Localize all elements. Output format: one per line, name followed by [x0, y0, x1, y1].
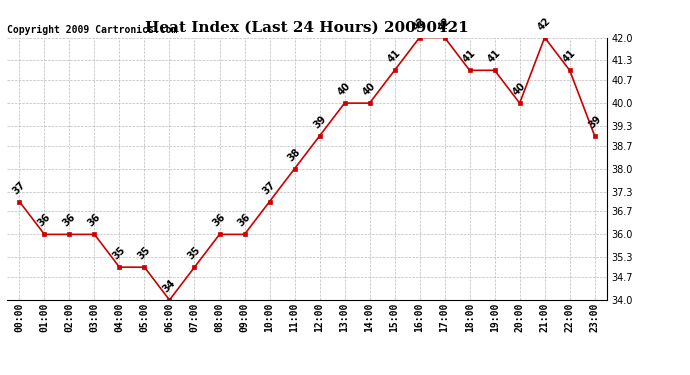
- Text: 36: 36: [61, 212, 78, 229]
- Text: 42: 42: [411, 15, 428, 32]
- Text: 35: 35: [136, 245, 152, 262]
- Text: 35: 35: [186, 245, 203, 262]
- Text: 41: 41: [462, 48, 478, 65]
- Text: 42: 42: [536, 15, 553, 32]
- Title: Heat Index (Last 24 Hours) 20090421: Heat Index (Last 24 Hours) 20090421: [145, 21, 469, 35]
- Text: 38: 38: [286, 147, 303, 163]
- Text: 39: 39: [586, 114, 603, 130]
- Text: 36: 36: [86, 212, 103, 229]
- Text: 41: 41: [386, 48, 403, 65]
- Text: 36: 36: [211, 212, 228, 229]
- Text: 41: 41: [486, 48, 503, 65]
- Text: 42: 42: [436, 15, 453, 32]
- Text: 37: 37: [262, 179, 278, 196]
- Text: 36: 36: [36, 212, 52, 229]
- Text: 37: 37: [11, 179, 28, 196]
- Text: 39: 39: [311, 114, 328, 130]
- Text: 35: 35: [111, 245, 128, 262]
- Text: 36: 36: [236, 212, 253, 229]
- Text: 40: 40: [362, 81, 378, 98]
- Text: 40: 40: [336, 81, 353, 98]
- Text: 40: 40: [511, 81, 528, 98]
- Text: 34: 34: [161, 278, 178, 294]
- Text: 41: 41: [562, 48, 578, 65]
- Text: Copyright 2009 Cartronics.com: Copyright 2009 Cartronics.com: [7, 25, 177, 35]
